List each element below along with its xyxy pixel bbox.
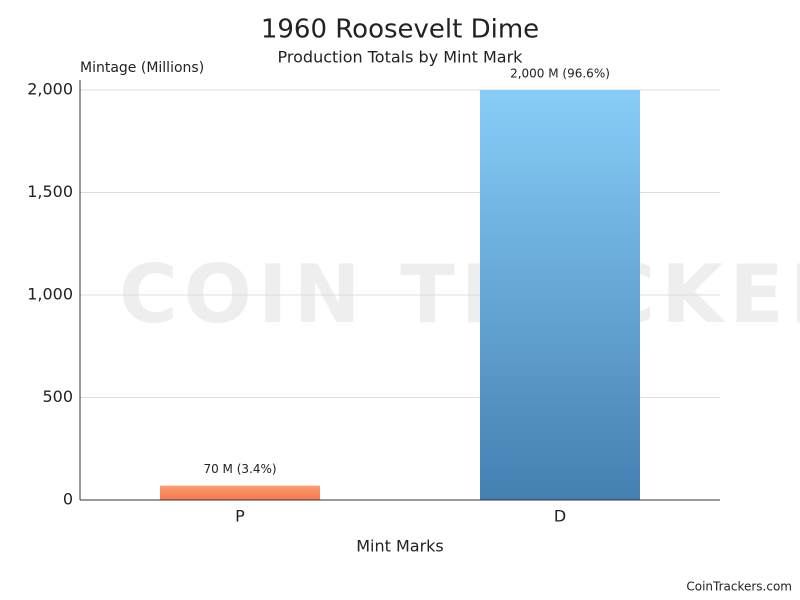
y-tick-label: 0 bbox=[63, 490, 73, 509]
watermark: COIN TRACKERS bbox=[119, 248, 800, 341]
value-label: 70 M (3.4%) bbox=[203, 462, 276, 476]
x-tick-label: P bbox=[235, 507, 245, 526]
bar bbox=[480, 90, 640, 500]
chart-title: 1960 Roosevelt Dime bbox=[261, 15, 539, 45]
y-tick-label: 1,500 bbox=[27, 182, 73, 201]
chart-subtitle: Production Totals by Mint Mark bbox=[278, 48, 524, 67]
y-tick-label: 500 bbox=[42, 387, 73, 406]
value-label: 2,000 M (96.6%) bbox=[510, 67, 610, 81]
bar bbox=[160, 486, 320, 500]
source: CoinTrackers.com bbox=[686, 580, 792, 594]
x-tick-label: D bbox=[554, 507, 566, 526]
y-tick-label: 1,000 bbox=[27, 285, 73, 304]
x-axis-label: Mint Marks bbox=[356, 537, 444, 556]
y-axis-label: Mintage (Millions) bbox=[80, 60, 204, 76]
y-tick-label: 2,000 bbox=[27, 80, 73, 99]
